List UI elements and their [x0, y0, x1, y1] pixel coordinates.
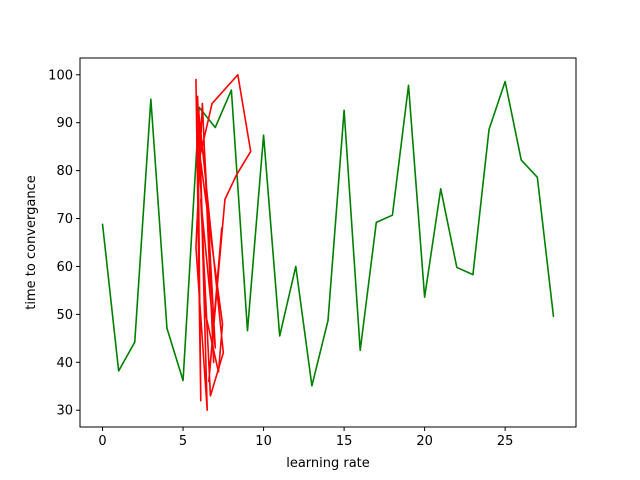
y-tick-label: 60 [56, 260, 73, 275]
plot-frame [79, 57, 577, 428]
x-tick-label: 20 [416, 434, 433, 449]
x-tick-label: 15 [336, 434, 353, 449]
y-tick-label: 50 [56, 308, 73, 323]
y-tick-label: 30 [56, 404, 73, 419]
x-tick-label: 5 [179, 434, 187, 449]
series-layer [101, 73, 555, 412]
x-tick-label: 0 [98, 434, 106, 449]
y-tick-label: 100 [48, 68, 73, 83]
x-axis-ticks: 0 5 10 15 20 25 [98, 427, 513, 449]
plot-background [80, 58, 576, 427]
x-tick-label: 25 [497, 434, 514, 449]
series-line-2 [195, 73, 252, 412]
y-axis-label: time to convergance [24, 175, 39, 309]
y-tick-label: 90 [56, 116, 73, 131]
y-tick-label: 40 [56, 356, 73, 371]
x-tick-label: 10 [255, 434, 272, 449]
y-tick-label: 80 [56, 164, 73, 179]
y-axis-ticks: 30 40 50 60 70 80 90 100 [48, 68, 80, 419]
x-axis-label: learning rate [286, 456, 370, 471]
y-tick-label: 70 [56, 212, 73, 227]
series-line-1 [101, 80, 555, 387]
